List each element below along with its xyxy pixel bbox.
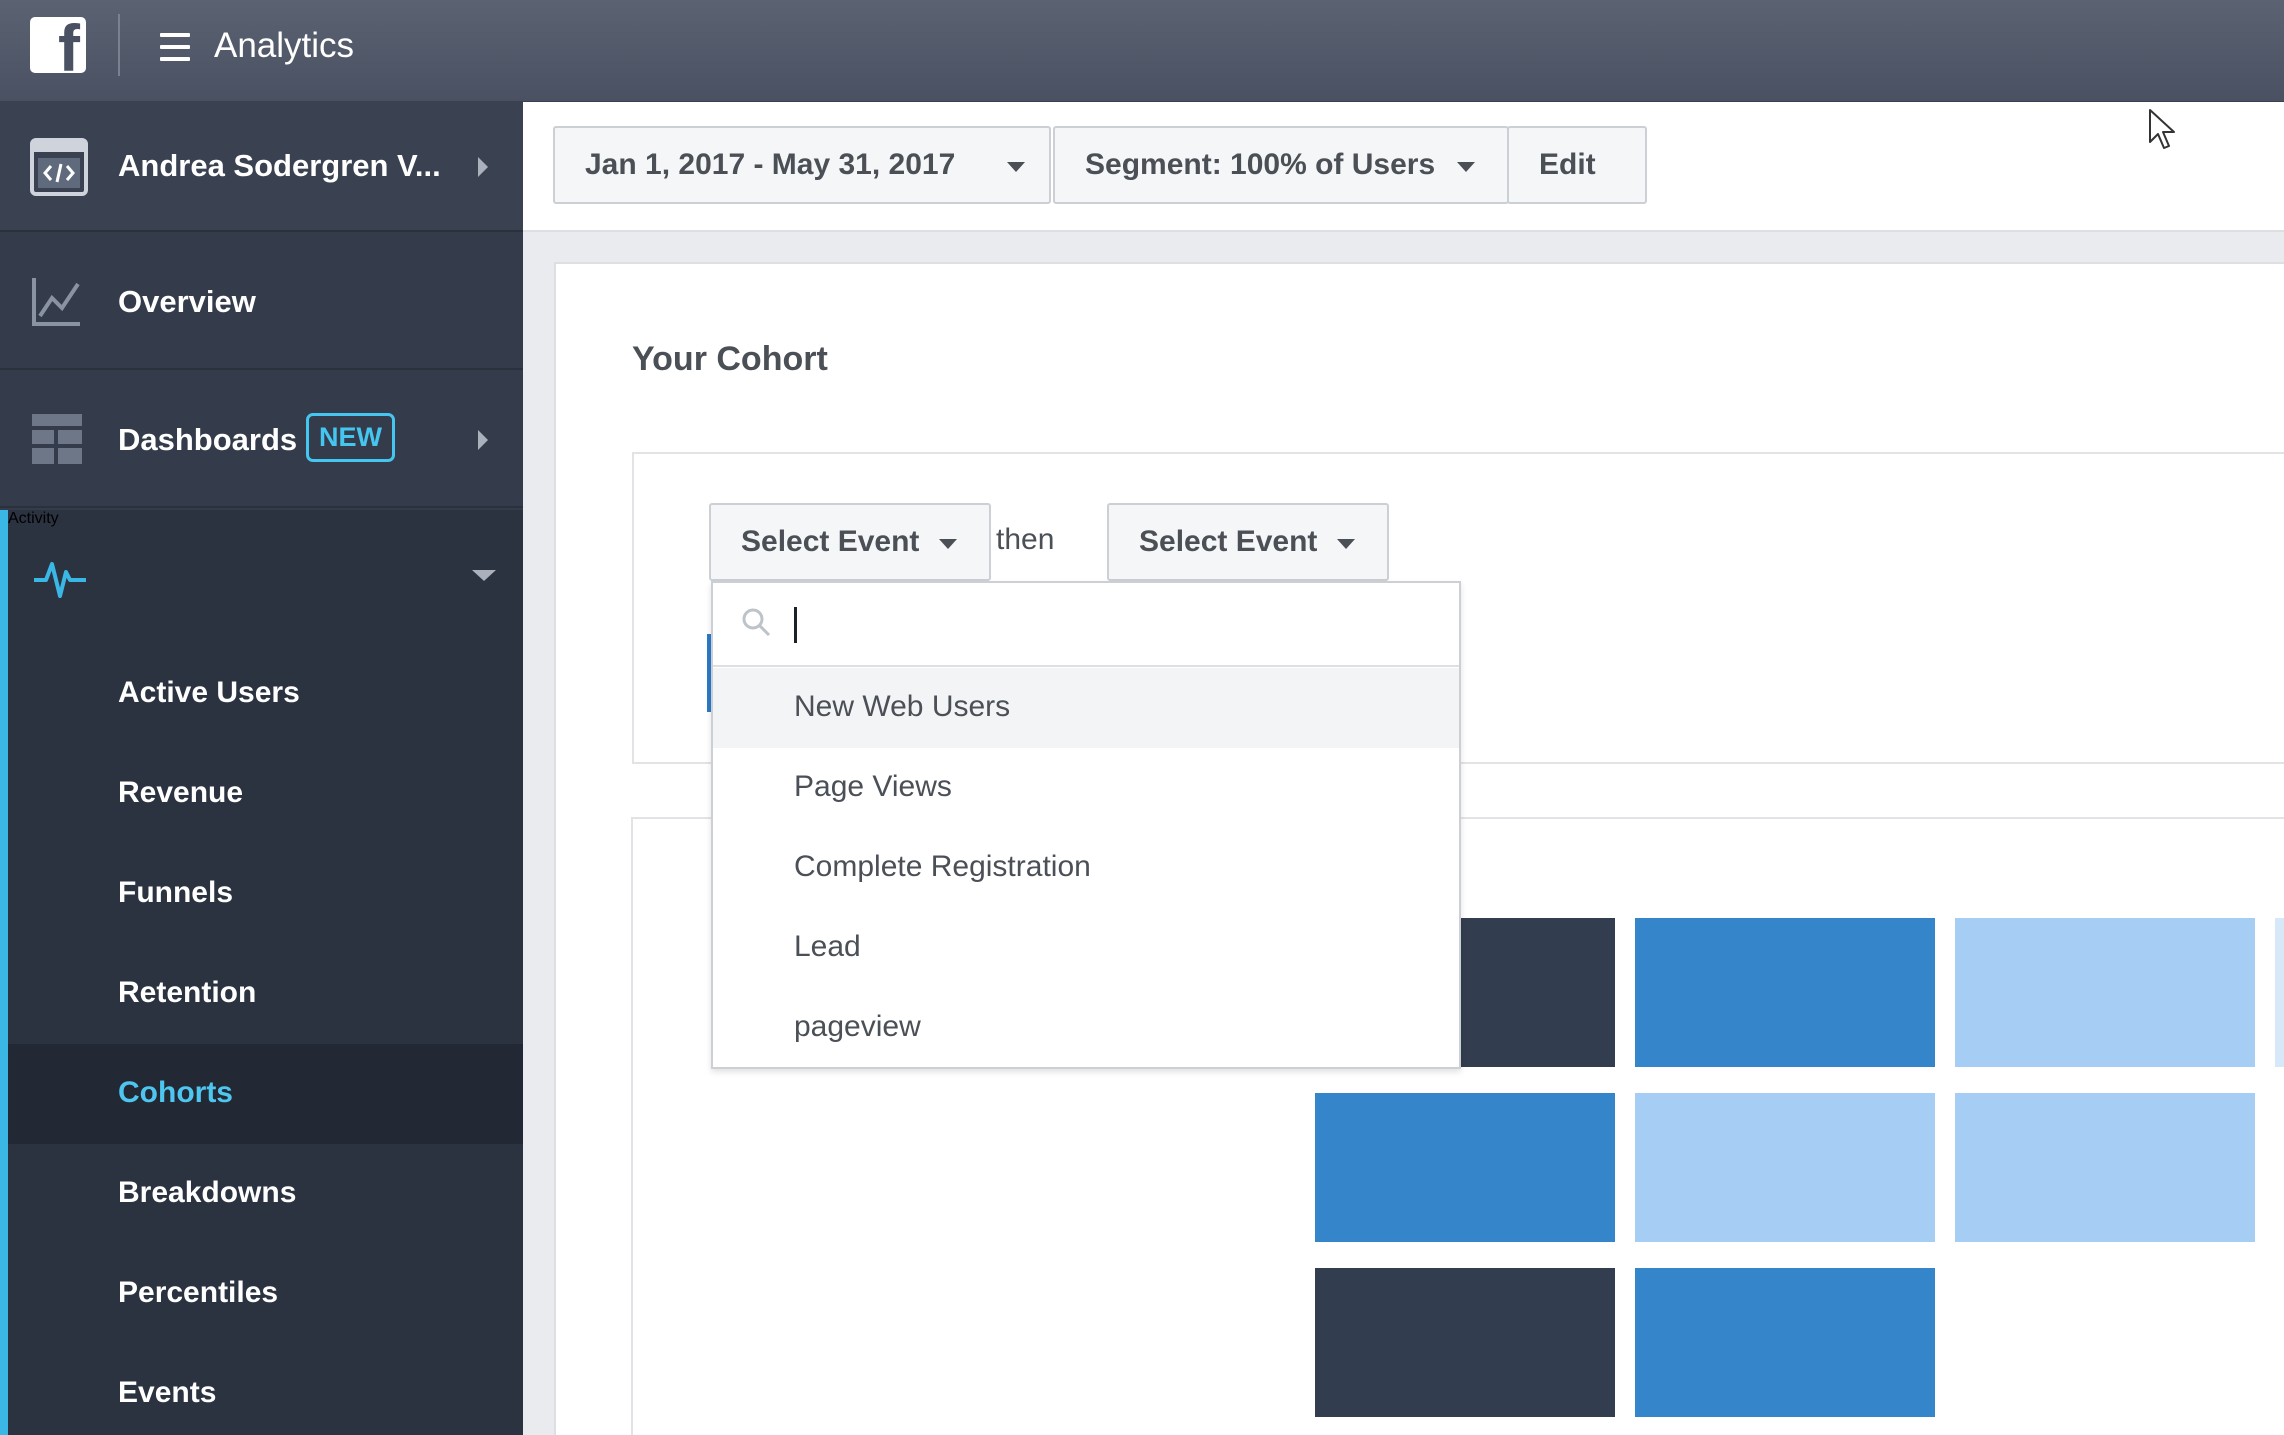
dropdown-option-new-web-users[interactable]: New Web Users (713, 668, 1459, 748)
event-dropdown: New Web Users Page Views Complete Regist… (711, 581, 1461, 1069)
sidebar-item-revenue[interactable]: Revenue (118, 776, 244, 809)
heatmap-cell (2275, 918, 2284, 1067)
heatmap-cell (1635, 1093, 1935, 1242)
sidebar-item-events[interactable]: Events (118, 1376, 217, 1409)
sidebar: Andrea Sodergren V... Overview Dashboard… (0, 102, 523, 1435)
activity-section: Activity Active Users Revenue Funnels Re… (0, 510, 523, 1435)
heatmap-cell (1635, 1268, 1935, 1417)
date-range-label: Jan 1, 2017 - May 31, 2017 (585, 148, 956, 181)
sidebar-item-active-users[interactable]: Active Users (118, 676, 300, 709)
caret-down-icon (1007, 162, 1025, 172)
sidebar-item-dashboards[interactable]: Dashboards NEW (0, 372, 523, 508)
heatmap-cell (1315, 1093, 1615, 1242)
caret-down-icon (1457, 162, 1475, 172)
then-label: then (996, 523, 1055, 556)
dropdown-search (713, 583, 1459, 667)
toolbar: Jan 1, 2017 - May 31, 2017 Segment: 100%… (523, 102, 2284, 232)
dropdown-option-lead[interactable]: Lead (794, 930, 861, 963)
dropdown-option-page-views[interactable]: Page Views (794, 770, 952, 803)
pulse-icon (34, 562, 86, 598)
dashboard-grid-icon (32, 414, 82, 464)
heatmap-cell (1315, 1268, 1615, 1417)
top-bar: f Analytics (0, 0, 2284, 102)
edit-button[interactable]: Edit (1507, 126, 1647, 204)
search-icon (742, 608, 771, 637)
mouse-pointer-icon (2149, 109, 2175, 149)
sidebar-item-overview[interactable]: Overview (0, 234, 523, 370)
heatmap-cell (1955, 1093, 2255, 1242)
sidebar-item-breakdowns[interactable]: Breakdowns (118, 1176, 297, 1209)
cohort-title: Your Cohort (632, 340, 828, 378)
new-badge: NEW (306, 413, 395, 462)
date-range-button[interactable]: Jan 1, 2017 - May 31, 2017 (553, 126, 1051, 204)
hamburger-menu-icon[interactable] (160, 33, 190, 61)
text-cursor (794, 607, 797, 643)
segment-label: Segment: 100% of Users (1085, 148, 1436, 181)
heatmap-cell (1635, 918, 1935, 1067)
sidebar-item-cohorts[interactable]: Cohorts (8, 1044, 523, 1144)
chevron-right-icon (478, 157, 488, 177)
sidebar-item-percentiles[interactable]: Percentiles (118, 1276, 279, 1309)
app-name: Andrea Sodergren V... (118, 148, 441, 183)
app-code-icon (30, 138, 88, 196)
facebook-logo-icon[interactable]: f (30, 17, 86, 73)
app-selector[interactable]: Andrea Sodergren V... (0, 102, 523, 232)
chevron-down-icon (472, 570, 496, 581)
sidebar-item-label: Overview (118, 284, 256, 319)
hidden-button-edge (707, 634, 712, 712)
segment-button[interactable]: Segment: 100% of Users (1053, 126, 1509, 204)
dropdown-option-pageview[interactable]: pageview (794, 1010, 921, 1043)
second-event-label: Select Event (1139, 525, 1318, 558)
app-title: Analytics (214, 26, 355, 65)
sidebar-item-label: Dashboards (118, 422, 298, 457)
top-divider (118, 14, 120, 76)
caret-down-icon (1337, 539, 1355, 549)
sidebar-item-activity[interactable]: Activity (8, 510, 523, 644)
first-event-select[interactable]: Select Event (709, 503, 991, 581)
heatmap-cell (1955, 918, 2255, 1067)
line-chart-icon (32, 278, 80, 326)
sidebar-item-funnels[interactable]: Funnels (118, 876, 234, 909)
dropdown-option-complete-registration[interactable]: Complete Registration (794, 850, 1091, 883)
first-event-label: Select Event (741, 525, 920, 558)
caret-down-icon (939, 539, 957, 549)
sidebar-item-label: Activity (8, 510, 59, 527)
chevron-right-icon (478, 430, 488, 450)
event-search-input[interactable] (793, 603, 1433, 647)
second-event-select[interactable]: Select Event (1107, 503, 1389, 581)
sidebar-item-retention[interactable]: Retention (118, 976, 257, 1009)
edit-label: Edit (1539, 148, 1596, 181)
